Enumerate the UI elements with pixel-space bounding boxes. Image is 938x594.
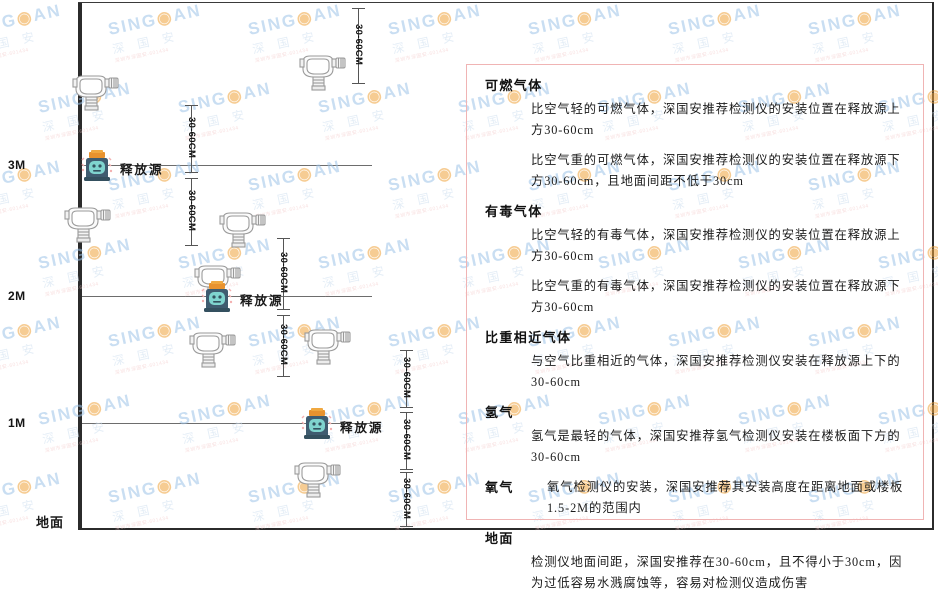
- panel-paragraph: 比空气重的有毒气体，深国安推荐检测仪的安装位置在释放源下方30-60cm: [531, 279, 901, 314]
- panel-section-heading: 比重相近气体: [485, 330, 572, 345]
- panel-section: 地面检测仪地面间距，深国安推荐在30-60cm，且不得小于30cm，因为过低容易…: [485, 528, 911, 594]
- dimension-label: 30-60CM: [401, 419, 412, 461]
- gas-detector: [215, 205, 267, 254]
- gas-detector-icon: [189, 332, 236, 368]
- gas-detector-icon: [64, 207, 111, 243]
- release-source-label: 释放源: [340, 421, 384, 435]
- frame-top-edge: [78, 2, 934, 3]
- dimension-marker: 30-60CM: [277, 238, 291, 310]
- release-source: [200, 281, 234, 318]
- panel-section-heading: 可燃气体: [485, 78, 543, 93]
- release-source: [80, 150, 114, 187]
- level-label-2m: 2M: [8, 289, 26, 303]
- dimension-label: 30-60CM: [353, 24, 364, 66]
- level-line-3m: [82, 165, 372, 166]
- panel-section: 氢气氢气是最轻的气体，深国安推荐氢气检测仪安装在楼板面下方的30-60cm: [485, 402, 911, 468]
- release-source-icon: [201, 281, 233, 312]
- dimension-marker: 30-60CM: [352, 8, 366, 84]
- gas-detector-icon: [299, 55, 346, 91]
- dimension-marker: 30-60CM: [185, 178, 199, 246]
- panel-section-heading: 氢气: [485, 405, 514, 420]
- release-source-icon: [81, 150, 113, 181]
- info-panel: 可燃气体比空气轻的可燃气体，深国安推荐检测仪的安装位置在释放源上方30-60cm…: [466, 64, 924, 590]
- panel-paragraph: 与空气比重相近的气体，深国安推荐检测仪安装在释放源上下的30-60cm: [531, 354, 901, 389]
- gas-detector: [185, 325, 237, 374]
- frame-right-edge: [932, 2, 934, 530]
- panel-paragraph: 氢气是最轻的气体，深国安推荐氢气检测仪安装在楼板面下方的30-60cm: [531, 429, 901, 464]
- level-label-3m: 3M: [8, 158, 26, 172]
- gas-detector: [290, 455, 342, 504]
- gas-detector: [300, 322, 352, 371]
- release-source-label: 释放源: [240, 294, 284, 308]
- panel-section: 有毒气体比空气轻的有毒气体，深国安推荐检测仪的安装位置在释放源上方30-60cm…: [485, 201, 911, 318]
- gas-detector-icon: [304, 329, 351, 365]
- panel-paragraph: 氧气检测仪的安装，深国安推荐其安装高度在距离地面或楼板1.5-2M的范围内: [547, 480, 904, 515]
- panel-section: 氧气 氧气检测仪的安装，深国安推荐其安装高度在距离地面或楼板1.5-2M的范围内: [485, 477, 911, 528]
- dimension-label: 30-60CM: [401, 477, 412, 519]
- dimension-label: 30-60CM: [186, 117, 197, 159]
- dimension-marker: 30-60CM: [400, 350, 414, 408]
- panel-section-heading: 地面: [485, 531, 514, 546]
- dimension-label: 30-60CM: [278, 252, 289, 294]
- dimension-label: 30-60CM: [401, 357, 412, 399]
- panel-paragraph: 比空气轻的可燃气体，深国安推荐检测仪的安装位置在释放源上方30-60cm: [531, 102, 901, 137]
- panel-section: 比重相近气体与空气比重相近的气体，深国安推荐检测仪安装在释放源上下的30-60c…: [485, 327, 911, 393]
- panel-paragraph: 比空气重的可燃气体，深国安推荐检测仪的安装位置在释放源下方30-60cm，且地面…: [531, 153, 901, 188]
- level-label-1m: 1M: [8, 416, 26, 430]
- panel-paragraph: 比空气轻的有毒气体，深国安推荐检测仪的安装位置在释放源上方30-60cm: [531, 228, 901, 263]
- panel-section-heading: 有毒气体: [485, 204, 543, 219]
- panel-paragraph: 检测仪地面间距，深国安推荐在30-60cm，且不得小于30cm，因为过低容易水溅…: [531, 555, 903, 590]
- dimension-marker: 30-60CM: [277, 315, 291, 377]
- ground-label: 地面: [36, 515, 65, 530]
- dimension-marker: 30-60CM: [400, 412, 414, 470]
- gas-detector-icon: [219, 212, 266, 248]
- gas-detector: [68, 68, 120, 117]
- dimension-label: 30-60CM: [278, 324, 289, 366]
- gas-detector: [295, 48, 347, 97]
- dimension-label: 30-60CM: [186, 190, 197, 232]
- release-source: [300, 408, 334, 445]
- ground-axis: [78, 528, 934, 530]
- dimension-marker: 30-60CM: [185, 105, 199, 173]
- vertical-axis: [78, 2, 82, 530]
- dimension-marker: 30-60CM: [400, 472, 414, 527]
- panel-section: 可燃气体比空气轻的可燃气体，深国安推荐检测仪的安装位置在释放源上方30-60cm…: [485, 75, 911, 192]
- release-source-label: 释放源: [120, 163, 164, 177]
- gas-detector: [60, 200, 112, 249]
- panel-section-heading: 氧气: [485, 480, 514, 495]
- gas-detector-icon: [294, 462, 341, 498]
- gas-detector-icon: [72, 75, 119, 111]
- level-line-1m: [82, 423, 372, 424]
- release-source-icon: [301, 408, 333, 439]
